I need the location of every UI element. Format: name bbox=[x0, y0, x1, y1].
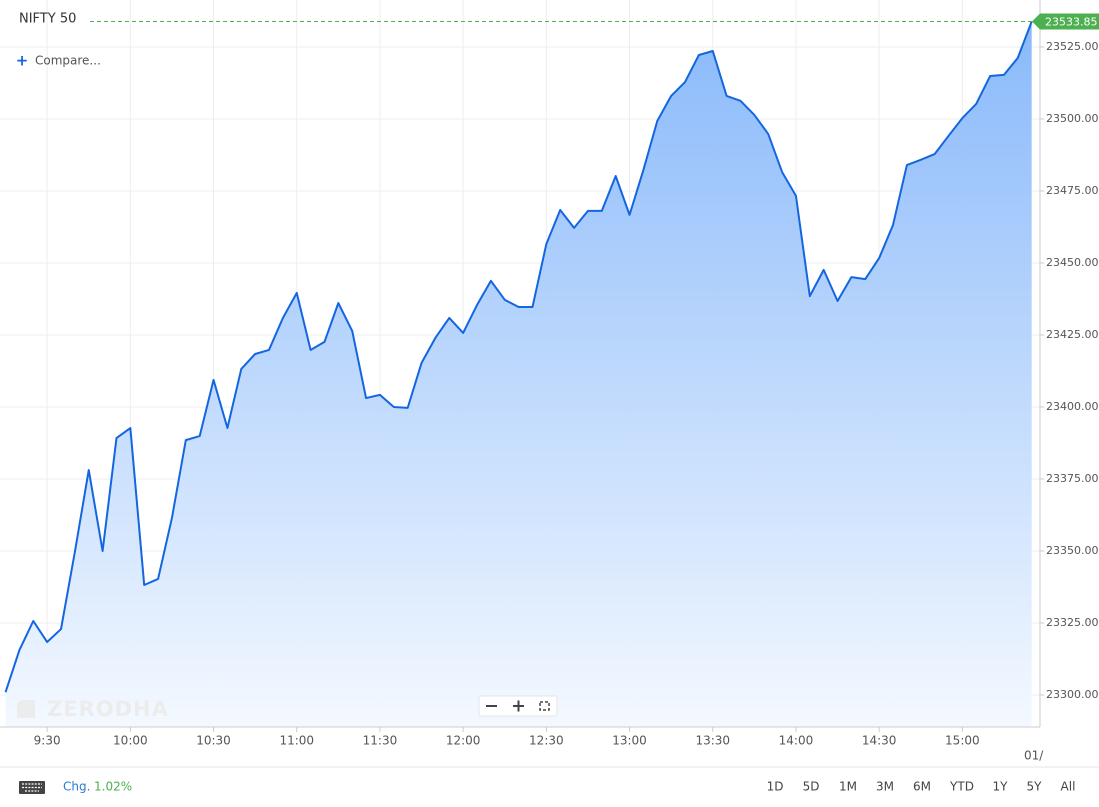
range-button[interactable]: YTD bbox=[949, 780, 974, 794]
x-tick-label: 14:30 bbox=[862, 734, 897, 748]
keyboard-icon[interactable] bbox=[19, 781, 45, 794]
x-tick-label: 11:30 bbox=[363, 734, 398, 748]
x-tick-label: 11:00 bbox=[279, 734, 314, 748]
x-tick-label: 12:00 bbox=[446, 734, 481, 748]
range-button[interactable]: 1M bbox=[839, 780, 857, 794]
y-tick-label: 23375.00 bbox=[1046, 472, 1099, 485]
y-tick-label: 23525.00 bbox=[1046, 40, 1099, 53]
zoom-in[interactable] bbox=[513, 700, 524, 712]
compare-button[interactable]: Compare... bbox=[35, 54, 101, 68]
change-label: Chg. bbox=[63, 780, 90, 794]
x-tick-label: 15:00 bbox=[945, 734, 980, 748]
y-tick-label: 23425.00 bbox=[1046, 328, 1099, 341]
x-tick-label: 10:00 bbox=[113, 734, 148, 748]
range-button[interactable]: 6M bbox=[913, 780, 931, 794]
price-line bbox=[4, 21, 1033, 693]
x-tick-label: 9:30 bbox=[34, 734, 61, 748]
plus-icon[interactable]: + bbox=[16, 52, 29, 70]
last-price-label: 23533.85 bbox=[1045, 15, 1098, 28]
plot bbox=[4, 21, 1033, 727]
x-tick-label: 10:30 bbox=[196, 734, 231, 748]
x-tick-label: 13:30 bbox=[695, 734, 730, 748]
last-price-tag bbox=[1032, 13, 1099, 30]
x-tick-label: 12:30 bbox=[529, 734, 564, 748]
y-tick-label: 23475.00 bbox=[1046, 184, 1099, 197]
range-button[interactable]: All bbox=[1061, 780, 1076, 794]
area-fill bbox=[5, 21, 1032, 727]
range-button[interactable]: 1D bbox=[767, 780, 784, 794]
x-edge-date-label: 01/ bbox=[1024, 749, 1044, 763]
change-value: 1.02% bbox=[94, 780, 132, 794]
x-tick-label: 14:00 bbox=[779, 734, 814, 748]
y-tick-label: 23450.00 bbox=[1046, 256, 1099, 269]
range-button[interactable]: 5Y bbox=[1027, 780, 1043, 794]
range-button[interactable]: 3M bbox=[876, 780, 894, 794]
watermark-text: ZERODHA bbox=[47, 697, 169, 721]
chart-title: NIFTY 50 bbox=[19, 12, 76, 27]
y-tick-label: 23300.00 bbox=[1046, 688, 1099, 701]
reset-zoom[interactable] bbox=[539, 701, 550, 711]
x-tick-label: 13:00 bbox=[612, 734, 647, 748]
zoom-controls bbox=[478, 695, 558, 717]
y-tick-label: 23500.00 bbox=[1046, 112, 1099, 125]
range-button[interactable]: 1Y bbox=[993, 780, 1009, 794]
y-tick-label: 23350.00 bbox=[1046, 544, 1099, 557]
watermark: ZERODHA bbox=[17, 697, 169, 721]
y-tick-label: 23400.00 bbox=[1046, 400, 1099, 413]
range-button[interactable]: 5D bbox=[803, 780, 820, 794]
y-tick-label: 23325.00 bbox=[1046, 616, 1099, 629]
